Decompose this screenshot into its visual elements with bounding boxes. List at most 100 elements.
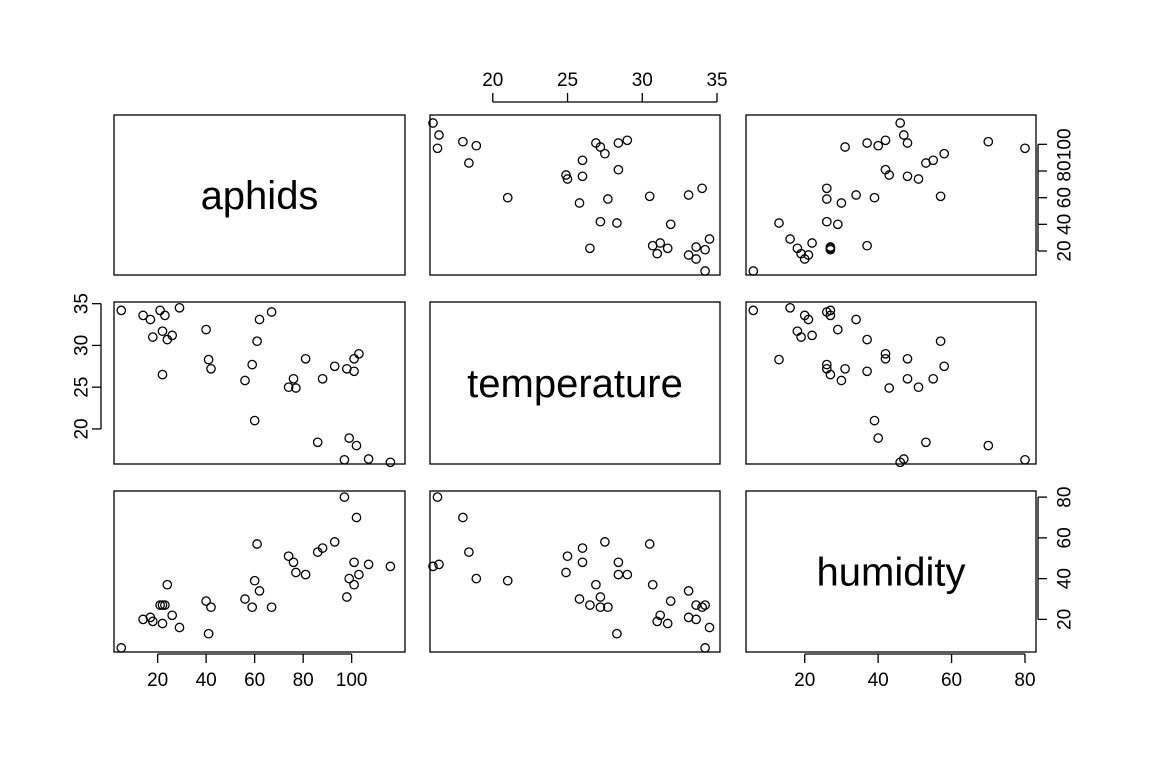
data-point (613, 557, 624, 568)
tick-label: 35 (706, 70, 727, 91)
data-point (613, 138, 624, 148)
data-point (160, 600, 170, 610)
data-point (821, 216, 832, 227)
data-point (317, 373, 328, 384)
tick-label: 40 (1055, 568, 1076, 589)
data-point (652, 248, 663, 259)
data-point (895, 457, 906, 468)
tick-label: 35 (72, 293, 93, 314)
data-point (869, 415, 880, 426)
data-point (502, 575, 513, 586)
data-point (785, 234, 795, 244)
data-point (349, 557, 359, 568)
data-point (880, 348, 891, 359)
data-point (880, 164, 891, 175)
tick-label: 60 (941, 670, 962, 691)
panel-frame (113, 114, 406, 276)
data-point (354, 569, 364, 580)
data-point (240, 594, 250, 604)
data-point (428, 561, 438, 572)
data-point (821, 194, 832, 204)
data-point (832, 324, 843, 335)
data-point (832, 219, 843, 230)
data-point (147, 332, 158, 342)
panel-frame (113, 301, 406, 465)
data-point (665, 219, 676, 230)
data-point (249, 415, 260, 426)
tick-label: 25 (72, 377, 93, 398)
data-point (902, 373, 913, 384)
data-point (254, 314, 265, 325)
data-point (329, 361, 340, 372)
data-point (655, 238, 666, 248)
panel-aphids-vs-aphids: aphids (113, 114, 406, 276)
data-point (283, 551, 294, 562)
data-point (1020, 454, 1030, 465)
panel-humidity-vs-temperature (428, 490, 721, 653)
data-point (600, 537, 610, 547)
data-point (157, 326, 168, 337)
data-point (600, 148, 610, 159)
data-point (840, 142, 850, 152)
tick-label: 60 (1055, 187, 1076, 208)
data-point (351, 512, 362, 523)
data-point (562, 551, 573, 562)
data-point (167, 330, 178, 341)
data-point (138, 614, 148, 625)
data-point (577, 155, 588, 166)
data-point (821, 359, 832, 370)
data-point (595, 602, 606, 613)
data-point (351, 440, 362, 451)
data-point (825, 242, 836, 252)
data-point (344, 433, 355, 443)
data-point (434, 559, 444, 570)
data-point (803, 250, 814, 260)
data-point (807, 330, 817, 341)
data-point (591, 138, 601, 148)
data-point (748, 266, 759, 276)
data-point (821, 307, 832, 317)
data-point (683, 612, 694, 623)
data-point (939, 361, 950, 372)
tick-label: 80 (1014, 670, 1035, 691)
panel-frame (429, 114, 721, 276)
data-point (577, 557, 588, 568)
panel-humidity-vs-humidity: humidity (745, 490, 1037, 653)
data-point (851, 314, 861, 325)
axis-bottom-humidity: 20 40 60 80 (794, 653, 1036, 691)
data-point (665, 596, 676, 606)
data-point (354, 348, 364, 359)
data-point (862, 334, 872, 345)
panel-frame (745, 114, 1037, 276)
data-point (612, 218, 622, 228)
data-point (591, 579, 601, 590)
data-point (471, 140, 482, 151)
data-point (939, 148, 950, 159)
data-point (774, 354, 784, 365)
data-point (807, 238, 817, 248)
data-point (840, 363, 850, 374)
data-point (884, 383, 895, 393)
data-point (902, 171, 913, 182)
data-point (167, 610, 178, 621)
data-point (116, 305, 127, 316)
data-point (577, 543, 588, 553)
variable-label-aphids: aphids (201, 174, 319, 218)
data-point (464, 547, 474, 557)
tick-label: 80 (1055, 487, 1076, 508)
data-point (613, 164, 624, 175)
data-point (913, 174, 924, 184)
data-point (577, 171, 588, 182)
data-point (898, 130, 909, 140)
data-point (300, 569, 311, 580)
data-point (862, 138, 872, 148)
data-point (266, 307, 277, 317)
panel-frame (429, 490, 721, 653)
tick-label: 20 (72, 418, 93, 439)
data-point (836, 375, 847, 386)
data-point (266, 602, 277, 613)
variable-label-humidity: humidity (817, 551, 966, 595)
data-point (561, 170, 571, 180)
data-point (691, 254, 701, 264)
